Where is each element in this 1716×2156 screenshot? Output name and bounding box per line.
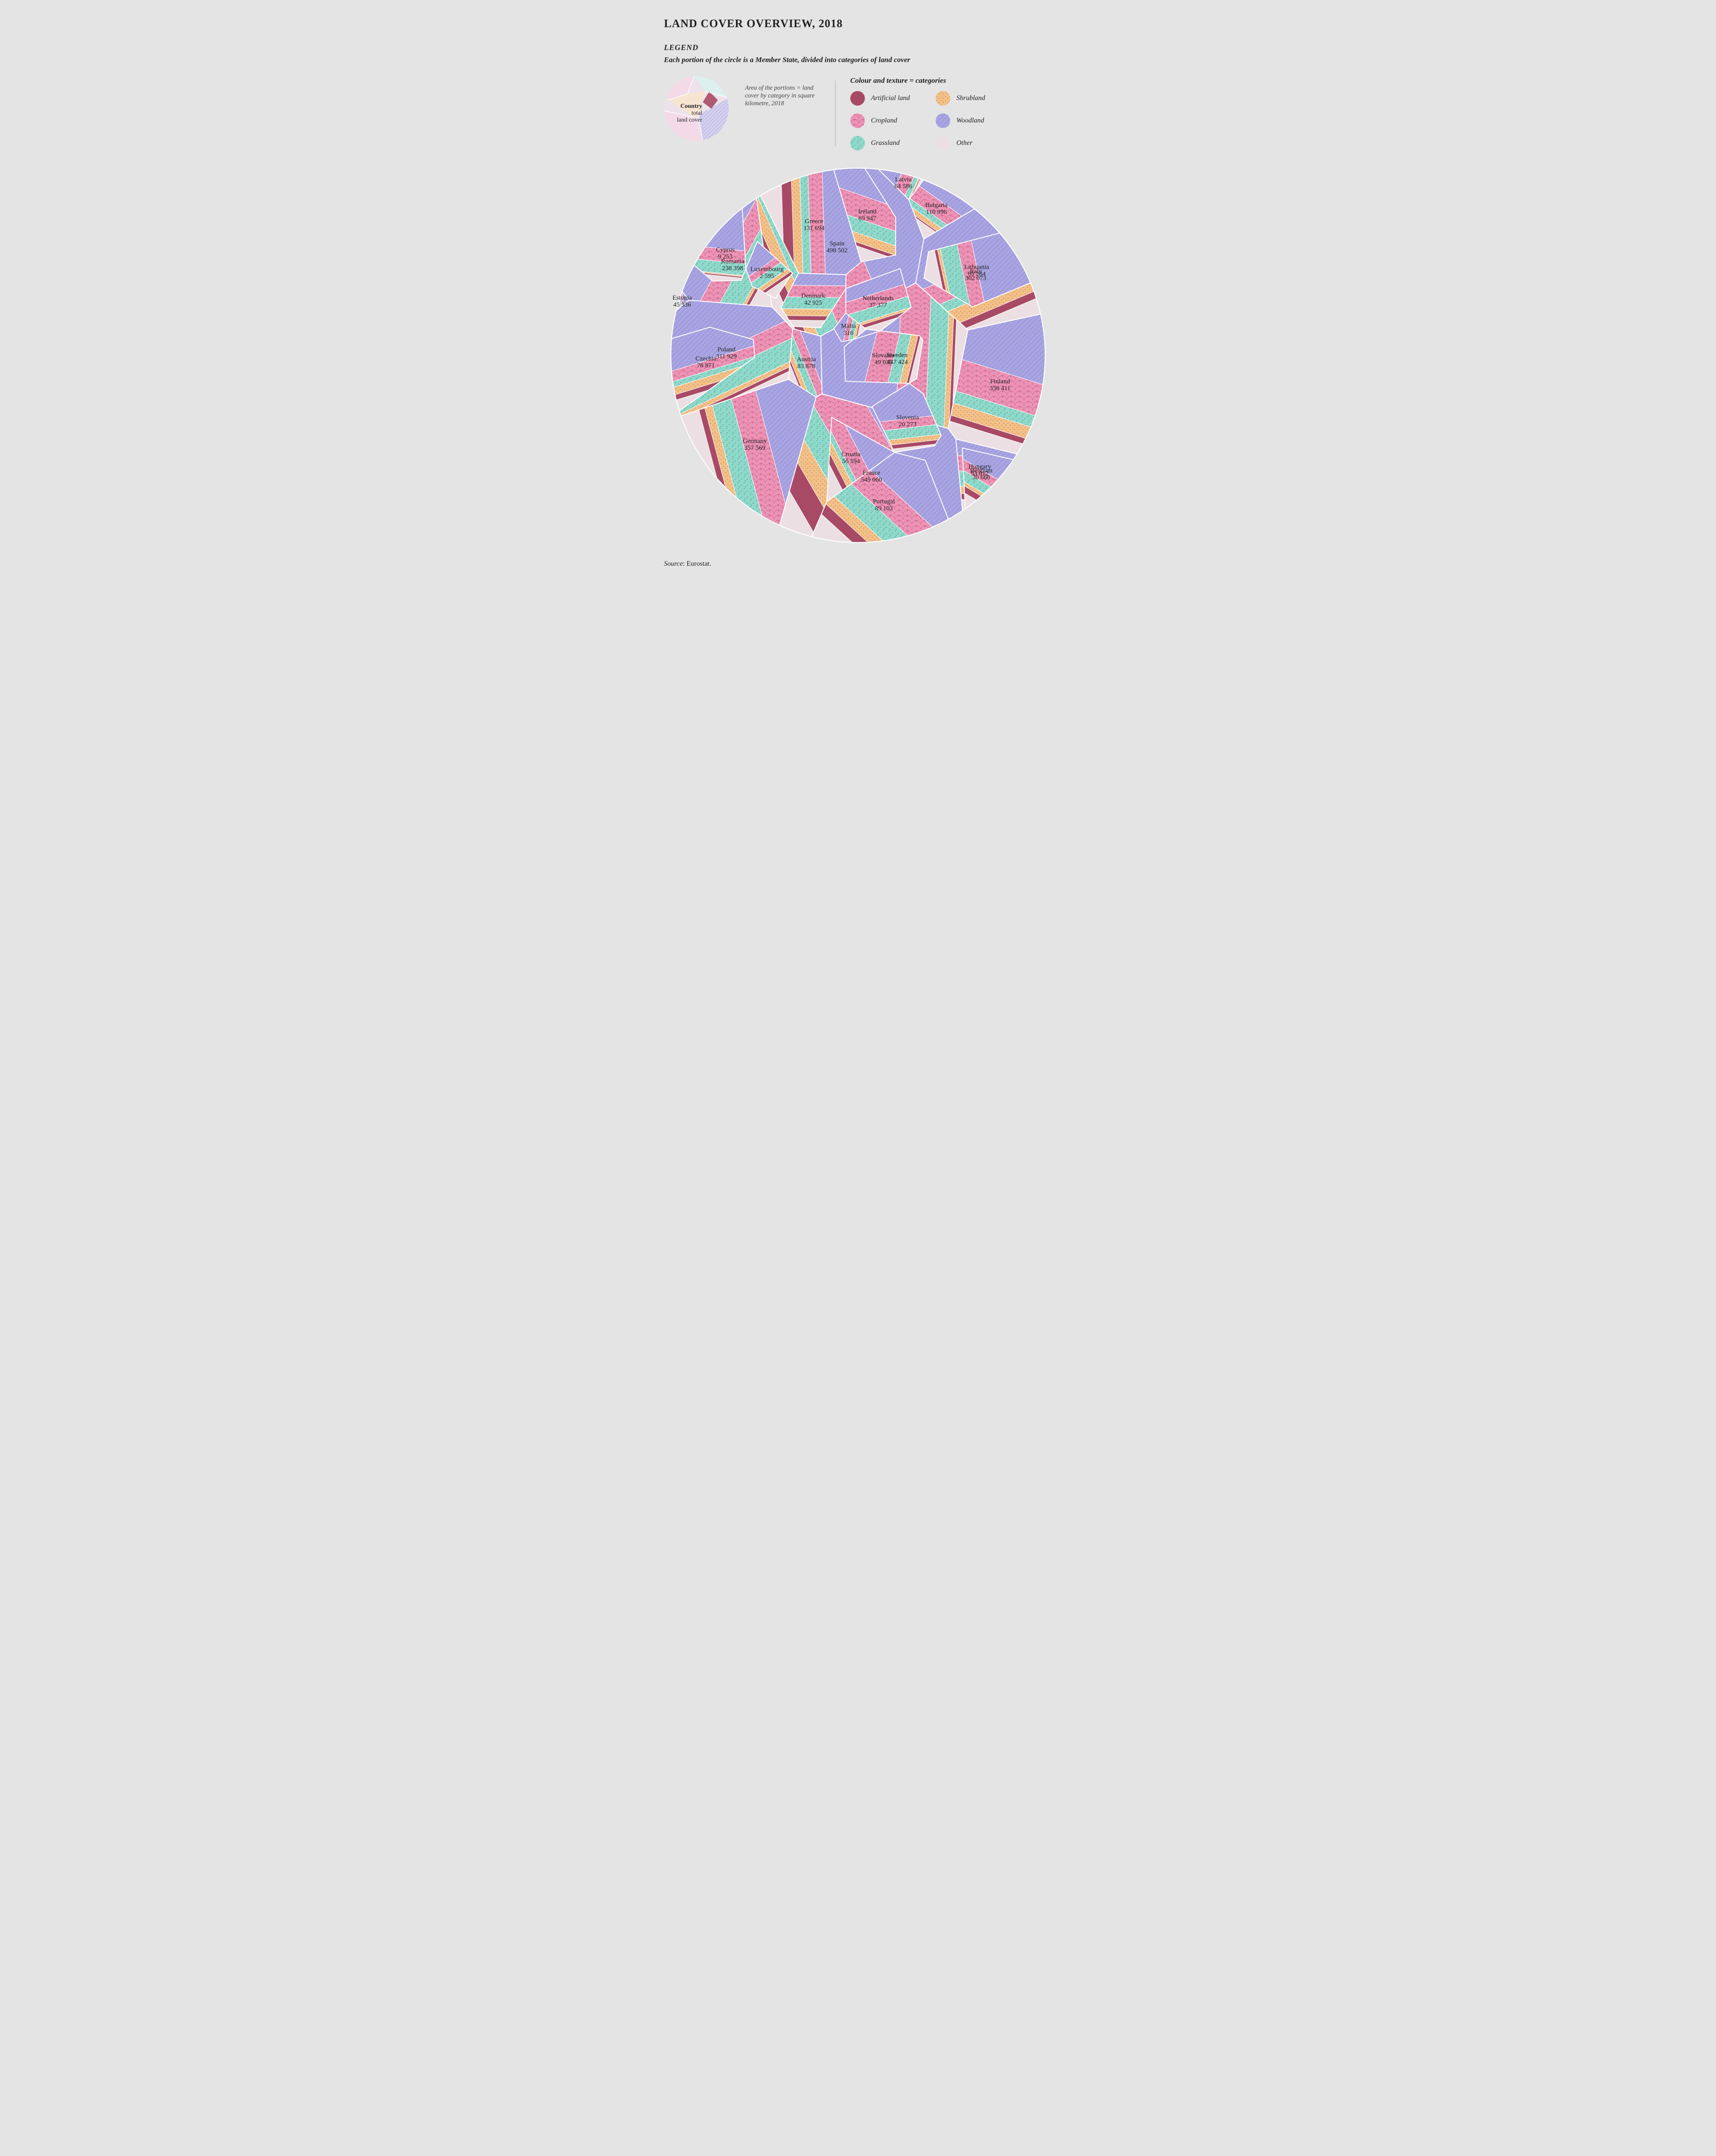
country-label: Denmark42 925: [801, 293, 825, 307]
legend-category-label: Cropland: [871, 117, 897, 125]
category-slice-shrubland: [782, 309, 833, 316]
category-slice-woodland: [792, 273, 846, 286]
country-label: Germany357 569: [743, 438, 767, 451]
artificial-swatch: [850, 91, 865, 106]
country-label: Spain498 502: [827, 240, 848, 254]
country-label: Romania238 398: [721, 258, 744, 272]
legend-category-item: Shrubland: [936, 91, 985, 106]
country-label: Estonia45 336: [673, 295, 692, 308]
legend-category-label: Artificial land: [871, 94, 910, 102]
country-label: Lithuania65 284: [964, 263, 990, 277]
category-slice-artificial: [786, 316, 828, 320]
shrubland-swatch: [936, 91, 950, 106]
country-label: Finland338 411: [990, 378, 1010, 392]
country-label: Cyprus9 253: [716, 246, 735, 260]
legend-categories: Colour and texture = categories Artifici…: [850, 76, 985, 150]
country-label: France549 060: [861, 470, 882, 483]
category-slice-woodland: [705, 208, 745, 251]
other-swatch: [936, 136, 950, 150]
legend-category-label: Other: [956, 139, 972, 147]
legend-example-label-2: total: [677, 110, 702, 117]
country-label: Croatia56 594: [842, 451, 861, 465]
legend-subtitle: Each portion of the circle is a Member S…: [664, 56, 1052, 64]
country-label: Austria83 878: [797, 356, 816, 370]
legend-category-item: Woodland: [936, 113, 985, 128]
legend-category-label: Grassland: [871, 139, 900, 147]
country-label: Portugal89 103: [873, 498, 895, 512]
country-label: Bulgaria110 996: [925, 202, 948, 216]
legend-annotation: Area of the portions = land cover by cat…: [745, 76, 820, 107]
woodland-swatch: [936, 113, 950, 128]
chart-container: France549 060Spain498 502Sweden447 424Ge…: [664, 168, 1052, 543]
source-line: Source: Eurostat.: [664, 560, 1052, 568]
legend-category-item: Cropland: [850, 113, 910, 128]
legend-example-label-1: Country: [677, 103, 702, 110]
country-label: Poland311 929: [716, 346, 737, 360]
country-label: Belgium30 666: [970, 467, 993, 481]
legend-category-item: Grassland: [850, 136, 910, 150]
country-label: Slovenia20 273: [896, 414, 919, 428]
country-label: Latvia64 586: [895, 176, 913, 190]
legend-row: Country total land cover Area of the por…: [664, 76, 1052, 150]
page: LAND COVER OVERVIEW, 2018 LEGEND Each po…: [647, 0, 1069, 594]
source-label: Source: [664, 560, 683, 567]
grassland-swatch: [850, 136, 865, 150]
voronoi-chart: France549 060Spain498 502Sweden447 424Ge…: [670, 168, 1046, 543]
legend-example-label-3: land cover: [677, 117, 702, 124]
legend-example: Country total land cover: [664, 76, 733, 145]
source-value: Eurostat.: [686, 560, 711, 567]
legend-category-label: Woodland: [956, 117, 984, 125]
legend-category-item: Artificial land: [850, 91, 910, 106]
legend-category-item: Other: [936, 136, 985, 150]
country-label: Greece131 694: [804, 218, 825, 232]
cropland-swatch: [850, 113, 865, 128]
legend-separator: [835, 81, 836, 146]
country-label: Ireland69 947: [858, 208, 877, 222]
legend-category-label: Shrubland: [956, 94, 985, 102]
legend-heading: LEGEND: [664, 43, 1052, 52]
legend-categories-title: Colour and texture = categories: [850, 76, 985, 85]
legend-example-label: Country total land cover: [677, 103, 702, 124]
country-label: Czechia78 871: [695, 355, 717, 369]
chart-title: LAND COVER OVERVIEW, 2018: [664, 17, 1052, 30]
country-label: Slovakia49 035: [872, 352, 895, 366]
